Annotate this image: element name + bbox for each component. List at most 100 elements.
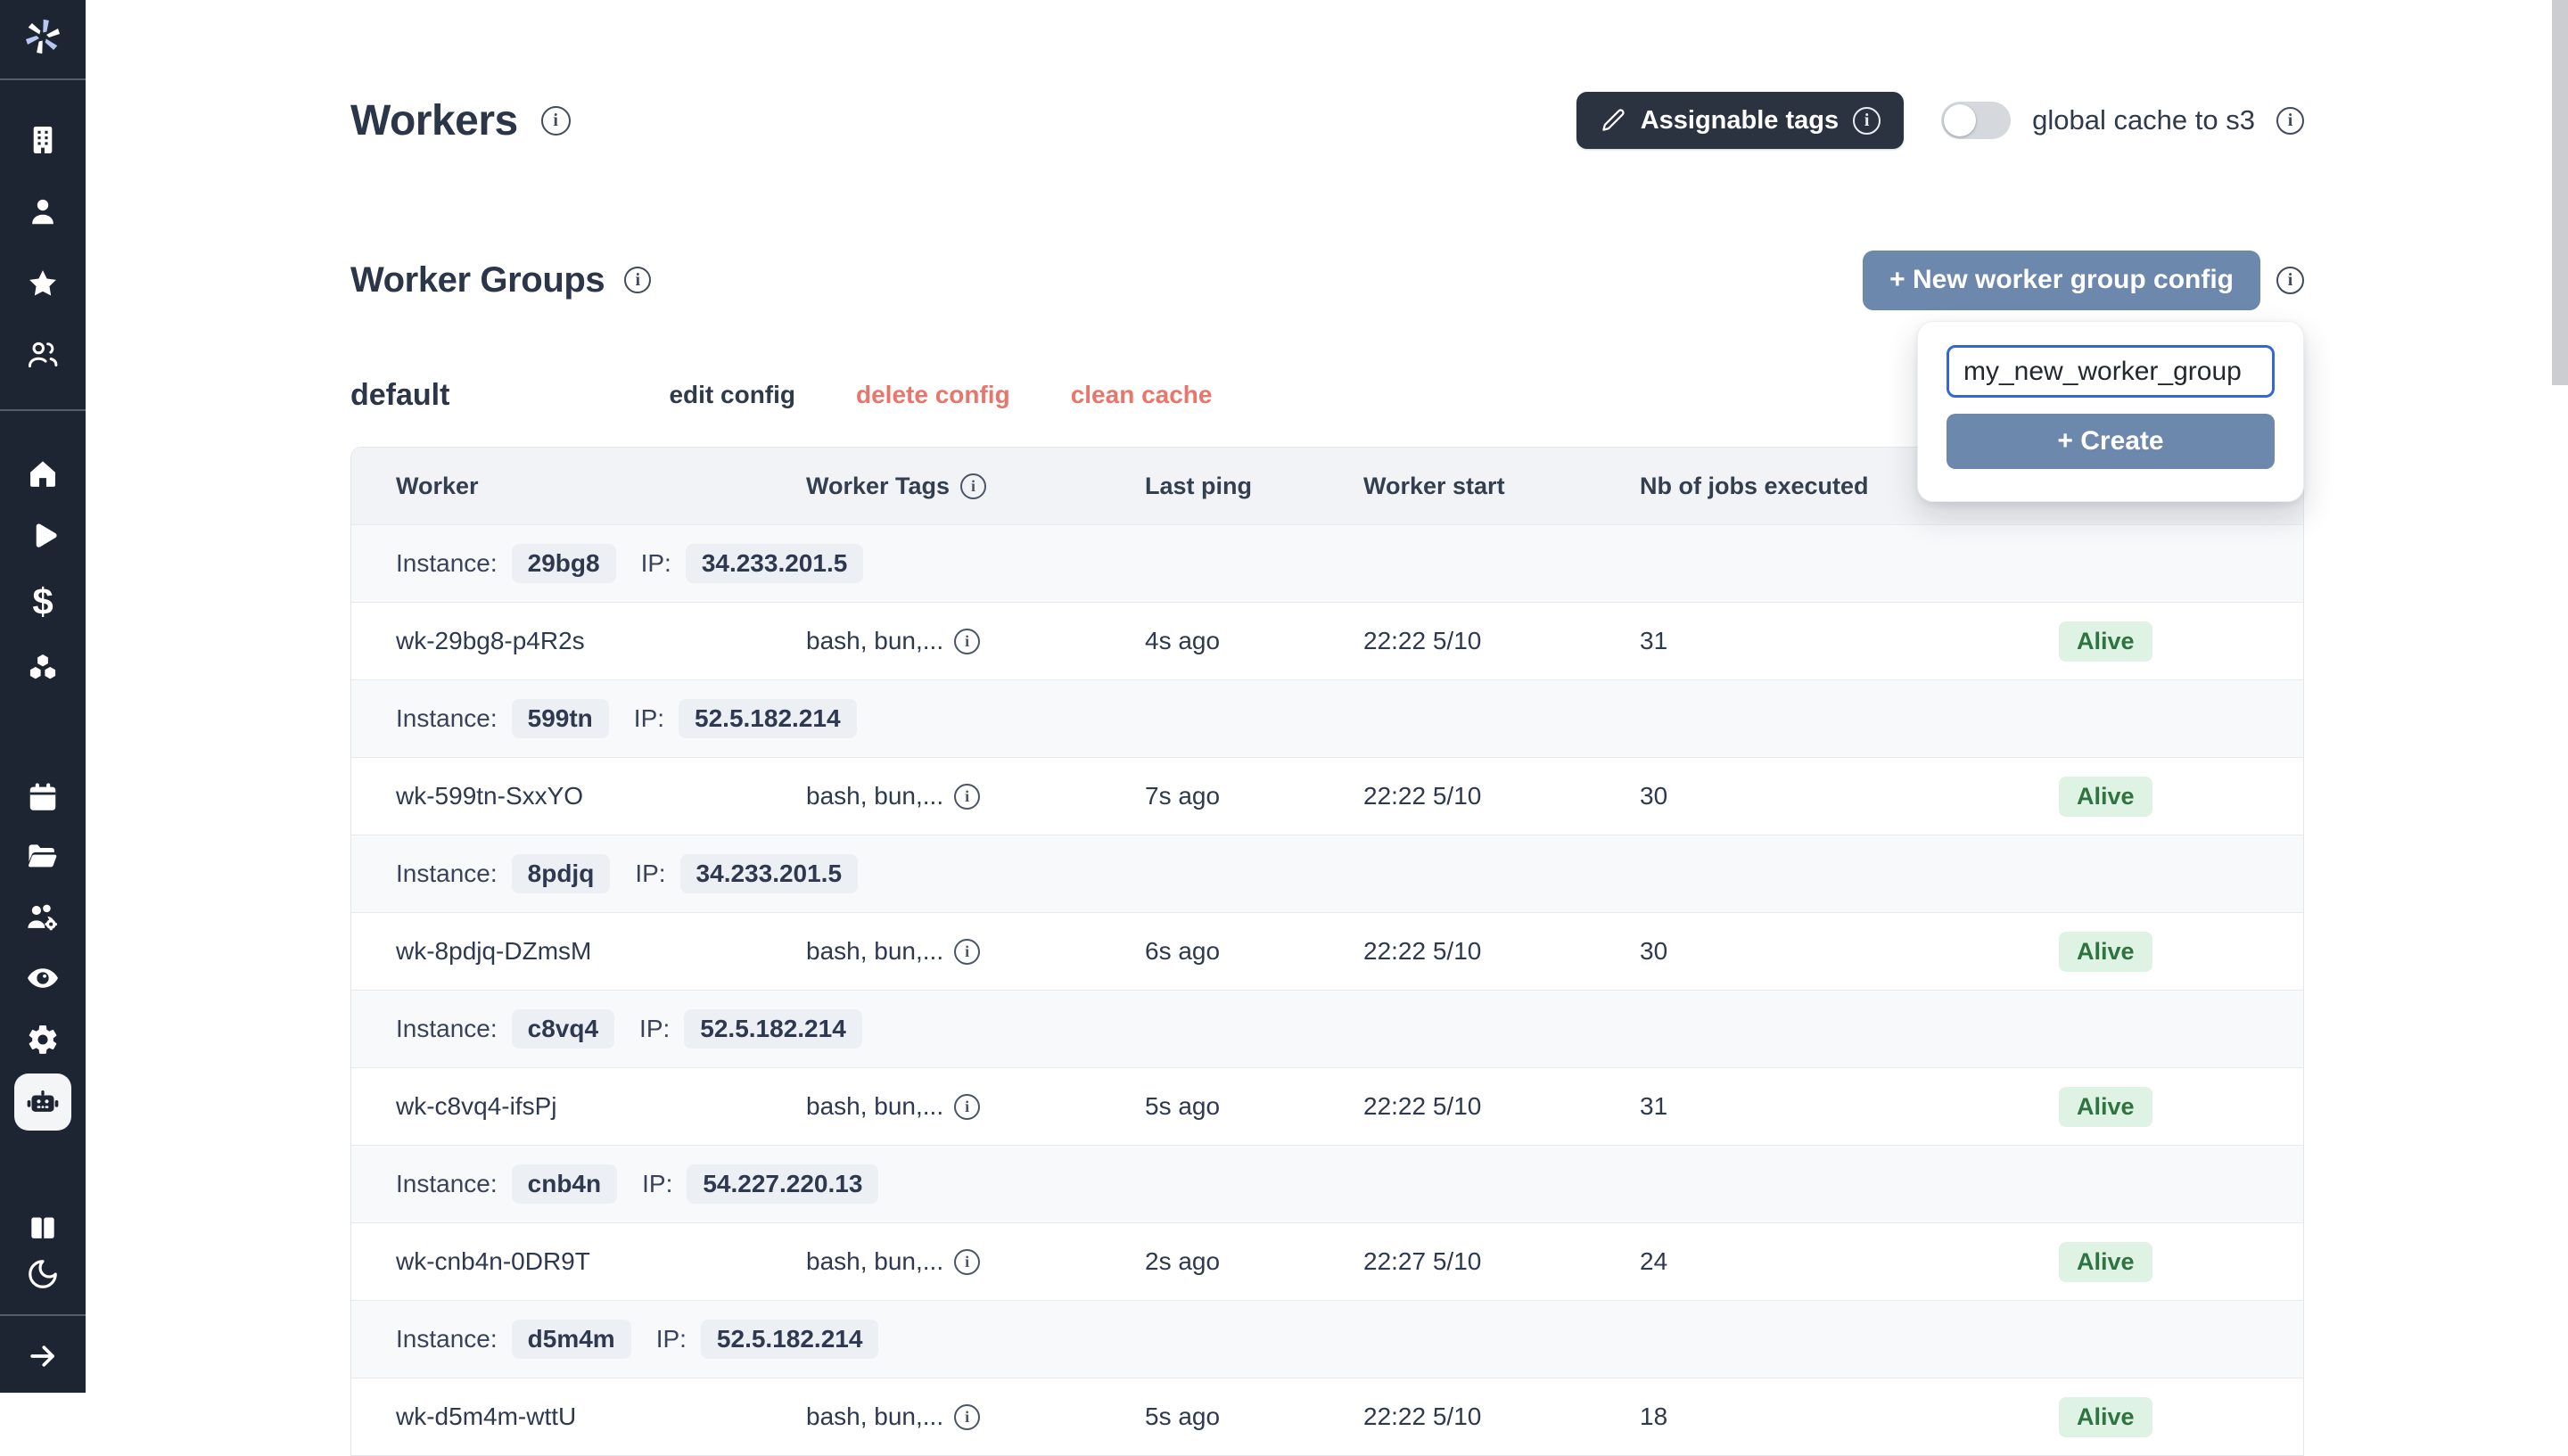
- instance-label: Instance:: [396, 1015, 498, 1042]
- page-title: Workers: [350, 96, 518, 144]
- dollar-icon[interactable]: $: [32, 580, 54, 622]
- star-icon[interactable]: [26, 267, 60, 300]
- ip-label: IP:: [633, 704, 665, 732]
- worker-start: 22:22 5/10: [1363, 1403, 1482, 1430]
- worker-group-name-input[interactable]: [1947, 345, 2275, 398]
- instance-row: Instance: 8pdjq IP: 34.233.201.5: [351, 835, 2303, 912]
- info-icon[interactable]: [960, 473, 987, 499]
- building-icon[interactable]: [26, 123, 60, 157]
- col-header-worker-start: Worker start: [1363, 472, 1505, 499]
- worker-last-ping: 4s ago: [1145, 627, 1221, 654]
- moon-icon[interactable]: [26, 1257, 60, 1291]
- windmill-logo[interactable]: [21, 14, 64, 57]
- worker-row: wk-8pdjq-DZmsM bash, bun,... 6s ago 22:2…: [351, 912, 2303, 990]
- sidebar-divider: [0, 409, 86, 411]
- folder-icon[interactable]: [26, 839, 60, 873]
- instance-label: Instance:: [396, 704, 498, 732]
- worker-table-body: Instance: 29bg8 IP: 34.233.201.5 wk-29bg…: [351, 524, 2303, 1455]
- user-group-gear-icon[interactable]: [26, 901, 60, 934]
- group-row: default edit config delete config clean …: [350, 373, 2304, 417]
- worker-tags: bash, bun,...: [806, 1403, 944, 1430]
- instance-row: Instance: cnb4n IP: 54.227.220.13: [351, 1145, 2303, 1222]
- worker-last-ping: 6s ago: [1145, 937, 1221, 965]
- delete-config-link[interactable]: delete config: [856, 381, 1010, 408]
- worker-tags: bash, bun,...: [806, 1092, 944, 1120]
- info-icon[interactable]: [954, 1093, 981, 1120]
- worker-row: wk-d5m4m-wttU bash, bun,... 5s ago 22:22…: [351, 1378, 2303, 1455]
- worker-jobs: 30: [1640, 782, 1668, 810]
- calendar-icon[interactable]: [26, 780, 60, 814]
- assignable-tags-button[interactable]: Assignable tags: [1576, 92, 1905, 149]
- pen-icon: [1601, 109, 1625, 131]
- worker-name: wk-cnb4n-0DR9T: [396, 1247, 590, 1275]
- status-badge: Alive: [2059, 1396, 2152, 1437]
- info-icon[interactable]: [540, 105, 571, 136]
- create-button[interactable]: + Create: [1947, 414, 2275, 469]
- users-icon[interactable]: [26, 338, 60, 372]
- instance-ip-badge: 54.227.220.13: [687, 1164, 879, 1204]
- user-icon[interactable]: [26, 194, 60, 228]
- workers-table: Worker Worker Tags Last ping Worker star…: [350, 447, 2304, 1456]
- instance-label: Instance:: [396, 1325, 498, 1353]
- worker-tags: bash, bun,...: [806, 782, 944, 810]
- worker-tags: bash, bun,...: [806, 1247, 944, 1275]
- status-badge: Alive: [2059, 931, 2152, 972]
- book-icon[interactable]: [26, 1211, 60, 1245]
- worker-row: wk-29bg8-p4R2s bash, bun,... 4s ago 22:2…: [351, 602, 2303, 679]
- worker-start: 22:27 5/10: [1363, 1247, 1482, 1275]
- worker-name: wk-c8vq4-ifsPj: [396, 1092, 557, 1120]
- sidebar-divider: [0, 78, 86, 80]
- worker-jobs: 31: [1640, 627, 1668, 654]
- instance-ip-badge: 52.5.182.214: [684, 1009, 862, 1049]
- col-header-last-ping: Last ping: [1145, 472, 1252, 499]
- sidebar-item-workers-active[interactable]: [14, 1073, 71, 1131]
- worker-tags: bash, bun,...: [806, 627, 944, 654]
- worker-row: wk-c8vq4-ifsPj bash, bun,... 5s ago 22:2…: [351, 1067, 2303, 1145]
- ip-label: IP:: [640, 549, 671, 577]
- status-badge: Alive: [2059, 621, 2152, 662]
- instance-ip-badge: 52.5.182.214: [679, 699, 857, 738]
- instance-id-badge: 599tn: [511, 699, 609, 738]
- worker-row: wk-599tn-SxxYO bash, bun,... 7s ago 22:2…: [351, 757, 2303, 835]
- info-icon[interactable]: [2276, 266, 2304, 294]
- clean-cache-link[interactable]: clean cache: [1070, 381, 1213, 408]
- instance-id-badge: 8pdjq: [511, 854, 611, 893]
- new-worker-group-config-button[interactable]: + New worker group config: [1863, 250, 2260, 310]
- info-icon[interactable]: [954, 938, 981, 965]
- instance-row: Instance: d5m4m IP: 52.5.182.214: [351, 1300, 2303, 1378]
- instance-ip-badge: 52.5.182.214: [700, 1320, 879, 1359]
- info-icon[interactable]: [954, 1403, 981, 1430]
- gear-icon[interactable]: [26, 1023, 60, 1057]
- instance-ip-badge: 34.233.201.5: [685, 544, 864, 583]
- info-icon[interactable]: [954, 783, 981, 810]
- new-worker-group-popup: + Create: [1917, 321, 2304, 502]
- play-icon[interactable]: [26, 519, 60, 553]
- ip-label: IP:: [655, 1325, 687, 1353]
- edit-config-link[interactable]: edit config: [669, 381, 795, 408]
- assignable-tags-label: Assignable tags: [1640, 105, 1840, 135]
- instance-ip-badge: 34.233.201.5: [679, 854, 859, 893]
- info-icon[interactable]: [624, 267, 652, 293]
- scrollbar-thumb[interactable]: [2552, 0, 2568, 385]
- boxes-icon[interactable]: [26, 650, 60, 684]
- instance-label: Instance:: [396, 860, 498, 887]
- arrow-right-icon[interactable]: [26, 1339, 60, 1373]
- eye-icon[interactable]: [26, 961, 60, 995]
- info-icon[interactable]: [954, 628, 981, 654]
- info-icon[interactable]: [1853, 106, 1881, 135]
- worker-groups-title: Worker Groups: [350, 259, 605, 300]
- home-icon[interactable]: [26, 457, 60, 490]
- instance-id-badge: 29bg8: [511, 544, 616, 583]
- global-cache-toggle[interactable]: [1941, 102, 2012, 139]
- worker-last-ping: 2s ago: [1145, 1247, 1221, 1275]
- worker-start: 22:22 5/10: [1363, 1092, 1482, 1120]
- instance-id-badge: c8vq4: [511, 1009, 615, 1049]
- status-badge: Alive: [2059, 1241, 2152, 1282]
- status-badge: Alive: [2059, 776, 2152, 817]
- info-icon[interactable]: [954, 1248, 981, 1275]
- instance-row: Instance: 599tn IP: 52.5.182.214: [351, 679, 2303, 757]
- worker-last-ping: 7s ago: [1145, 782, 1221, 810]
- info-icon[interactable]: [2276, 106, 2304, 135]
- worker-name: wk-29bg8-p4R2s: [396, 627, 585, 654]
- worker-start: 22:22 5/10: [1363, 937, 1482, 965]
